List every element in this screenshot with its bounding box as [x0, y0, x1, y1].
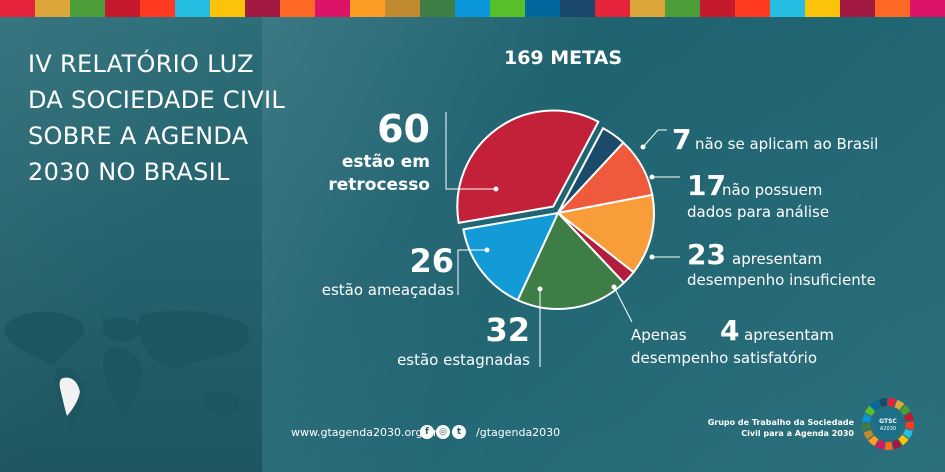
logo-text-2: A2030 [880, 426, 896, 432]
color-bar-segment [280, 0, 315, 17]
logo-ring-segment [894, 399, 905, 411]
logo-ring-segment [862, 423, 871, 432]
logo-ring-segment [888, 398, 897, 407]
color-bar-segment [105, 0, 140, 17]
slice-label: retrocesso [328, 175, 430, 195]
color-bar-segment [175, 0, 210, 17]
color-bar-segment [630, 0, 665, 17]
logo-ring-segment [864, 405, 876, 416]
slice-label: desempenho insuficiente [687, 271, 876, 289]
slice-value-32: 32 [485, 311, 530, 349]
report-title-line-2: DA SOCIEDADE CIVIL [28, 86, 286, 114]
slice-value-4: 4 [720, 314, 739, 347]
slice-label: apresentam [732, 250, 822, 268]
leader-line [445, 112, 496, 190]
color-bar-segment [140, 0, 175, 17]
color-bar-segment [315, 0, 350, 17]
color-bar-segment [35, 0, 70, 17]
color-bar-segment [735, 0, 770, 17]
social-handle[interactable]: /gtagenda2030 [476, 426, 561, 439]
logo-ring-segment [878, 398, 888, 408]
logo-ring-segment [868, 435, 879, 447]
facebook-icon[interactable]: f [420, 425, 434, 439]
color-bar-segment [560, 0, 595, 17]
chart-title: 169 METAS [504, 47, 622, 69]
slice-value-60: 60 [377, 107, 430, 151]
slice-value-26: 26 [409, 242, 454, 280]
slice-label: estão em [342, 152, 430, 172]
color-bar-segment [700, 0, 735, 17]
color-bar-segment [910, 0, 945, 17]
report-title-line-4: 2030 NO BRASIL [28, 158, 230, 186]
logo-ring-segment [884, 441, 893, 450]
color-bar-segment [420, 0, 455, 17]
slice-label: apresentam [744, 326, 834, 344]
org-name-line-1: Grupo de Trabalho da Sociedade [707, 418, 854, 427]
color-bar-segment [350, 0, 385, 17]
pie-slice-26 [462, 211, 560, 302]
pie-slice-23 [555, 193, 655, 274]
color-bar-segment [595, 0, 630, 17]
logo-ring-segment [870, 400, 881, 411]
pie-slice-32 [516, 211, 626, 310]
slice-label: não possuem [722, 181, 822, 199]
pie-slice-60 [456, 109, 600, 225]
color-bar-segment [665, 0, 700, 17]
sdg-color-bar [0, 0, 945, 17]
leader-line [642, 129, 667, 148]
report-title-line-1: IV RELATÓRIO LUZ [28, 50, 254, 78]
slice-label: desempenho satisfatório [631, 349, 817, 367]
color-bar-segment [455, 0, 490, 17]
logo-ring-segment [904, 412, 914, 422]
color-bar-segment [0, 0, 35, 17]
logo-ring-segment [905, 421, 914, 430]
color-bar-segment [385, 0, 420, 17]
color-bar-segment [840, 0, 875, 17]
color-bar-segment [875, 0, 910, 17]
color-bar-segment [525, 0, 560, 17]
slice-prefix: Apenas [631, 326, 687, 344]
logo-text-1: GTSC [879, 418, 897, 425]
report-title-line-3: SOBRE A AGENDA [28, 122, 249, 150]
logo-ring-segment [900, 404, 911, 416]
color-bar-segment [490, 0, 525, 17]
slice-label: dados para análise [687, 203, 829, 221]
slice-value-23: 23 [687, 238, 726, 271]
color-bar-segment [805, 0, 840, 17]
pie-chart: 169 METAS 7 não se aplicam ao Brasil 17não… [322, 47, 879, 369]
color-bar-segment [770, 0, 805, 17]
color-bar-segment [210, 0, 245, 17]
logo-ring-segment [862, 413, 872, 423]
instagram-icon[interactable]: ◎ [436, 425, 450, 439]
left-panel [0, 17, 262, 472]
slice-label: estão ameaçadas [322, 281, 454, 299]
website-link[interactable]: www.gtagenda2030.org.br [291, 426, 438, 439]
leader-line [613, 286, 633, 323]
leader-line [457, 249, 487, 295]
logo-ring-segment [898, 434, 909, 446]
org-name-line-2: Civil para a Agenda 2030 [741, 429, 854, 438]
logo-ring-segment [875, 439, 885, 450]
gtsc-a2030-logo: GTSC A2030 [862, 398, 914, 450]
slice-value-17: 17 [687, 169, 726, 202]
twitter-icon[interactable]: t [452, 425, 466, 439]
color-bar-segment [245, 0, 280, 17]
logo-ring-segment [863, 429, 874, 440]
logo-ring-segment [892, 439, 902, 450]
world-map-icon [4, 310, 250, 430]
slice-label: estão estagnadas [397, 351, 530, 369]
slice-label: não se aplicam ao Brasil [695, 135, 878, 153]
color-bar-segment [70, 0, 105, 17]
logo-ring-segment [902, 428, 914, 439]
slice-value-7: 7 [672, 123, 691, 156]
brazil-highlight [59, 377, 80, 416]
